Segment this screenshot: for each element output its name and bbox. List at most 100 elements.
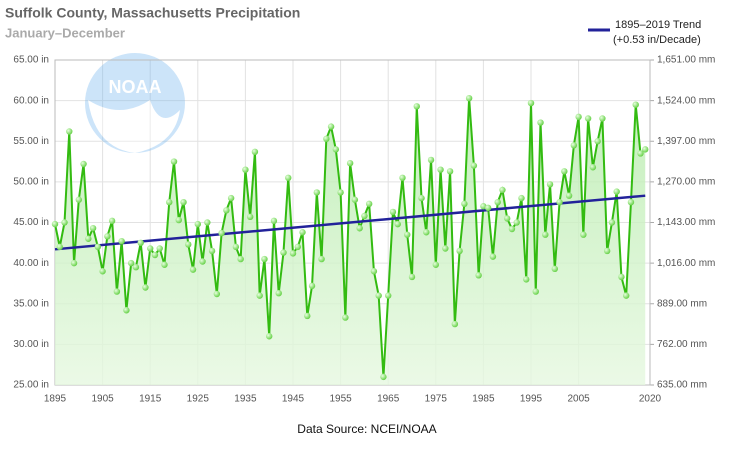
data-point [170, 158, 178, 165]
data-point [546, 181, 554, 188]
data-point [237, 255, 244, 263]
y-tick-label: 50.00 in [13, 177, 49, 188]
data-point [542, 231, 549, 238]
x-tick-label: 1975 [425, 394, 448, 405]
data-point [113, 288, 121, 295]
data-point [256, 292, 263, 299]
data-point [142, 284, 149, 291]
data-point [356, 224, 363, 232]
data-point [189, 266, 197, 273]
x-tick-label: 1915 [139, 394, 162, 405]
data-point [299, 229, 306, 236]
data-point [361, 212, 368, 220]
data-point [175, 216, 182, 224]
data-point [446, 168, 454, 175]
data-point [327, 123, 335, 130]
source: Data Source: NCEI/NOAA [297, 422, 436, 436]
data-point [623, 292, 630, 299]
data-point [413, 103, 420, 110]
data-point [451, 320, 459, 328]
data-point [308, 282, 316, 290]
data-point [342, 314, 349, 321]
logo-circle [85, 53, 185, 153]
x-tick-label: 1985 [472, 394, 495, 405]
data-point [399, 174, 406, 182]
data-point [313, 189, 320, 196]
data-point [484, 204, 492, 212]
data-point [132, 263, 140, 271]
data-point [137, 239, 144, 247]
data-point [151, 251, 159, 259]
x-tick-label: 1995 [520, 394, 543, 405]
y-tick-label: 45.00 in [13, 217, 49, 228]
data-point [127, 259, 135, 267]
data-point [89, 224, 97, 232]
noaa-logo: NOAA [85, 53, 185, 153]
data-point [99, 268, 106, 275]
x-tick-label: 1925 [187, 394, 210, 405]
data-point [465, 94, 473, 102]
y-tick-label: 30.00 in [13, 339, 49, 350]
y2-tick-label: 1,270.00 mm [657, 177, 715, 188]
data-point [66, 128, 73, 135]
data-point [246, 213, 254, 221]
data-point [508, 225, 516, 233]
data-point [389, 208, 397, 216]
chart-subtitle: January–December [5, 25, 125, 40]
data-point [218, 229, 225, 237]
data-point [270, 217, 278, 225]
data-point [527, 99, 535, 107]
data-point [166, 198, 173, 206]
data-point [194, 220, 201, 228]
data-point [275, 289, 282, 297]
data-point [589, 164, 597, 171]
data-point [180, 198, 187, 206]
data-point [70, 259, 78, 267]
data-point [432, 261, 439, 268]
data-point [385, 292, 392, 299]
y2-tick-label: 1,651.00 mm [657, 55, 715, 66]
data-point [408, 273, 416, 281]
x-tick-label: 1965 [377, 394, 400, 405]
logo-wave [88, 100, 180, 153]
data-point [456, 247, 463, 255]
data-point [642, 146, 649, 153]
y-tick-label: 35.00 in [13, 298, 49, 309]
y2-tick-label: 1,397.00 mm [657, 136, 715, 147]
data-point [289, 250, 297, 257]
data-point [227, 194, 235, 202]
data-point [337, 189, 344, 196]
data-point [51, 220, 59, 228]
x-tick-label: 1955 [329, 394, 352, 405]
data-point [251, 148, 259, 156]
data-point [85, 235, 92, 242]
y-tick-label: 65.00 in [13, 55, 49, 66]
data-point [475, 272, 482, 279]
data-point [565, 192, 573, 199]
chart-title: Suffolk County, Massachusetts Precipitat… [5, 5, 300, 21]
y2-tick-label: 1,524.00 mm [657, 95, 715, 106]
data-point [599, 115, 606, 122]
data-point [551, 265, 558, 273]
data-point [427, 156, 435, 164]
y-tick-label: 40.00 in [13, 258, 49, 269]
y2-tick-label: 889.00 mm [657, 298, 707, 309]
data-point [618, 273, 625, 281]
y2-tick-label: 635.00 mm [657, 380, 707, 391]
data-point [523, 276, 530, 283]
data-point [575, 113, 582, 121]
y2-tick-label: 1,016.00 mm [657, 258, 715, 269]
data-point [365, 200, 373, 208]
data-point [637, 150, 644, 157]
y2-tick-label: 1,143.00 mm [657, 217, 715, 228]
data-point [94, 243, 102, 251]
data-point [223, 207, 230, 214]
data-point [499, 186, 506, 194]
data-point [75, 196, 83, 203]
data-point [204, 219, 211, 226]
data-point [494, 198, 501, 206]
data-point [556, 198, 563, 206]
data-point [370, 268, 378, 275]
data-point [266, 333, 273, 340]
data-point [594, 138, 601, 145]
